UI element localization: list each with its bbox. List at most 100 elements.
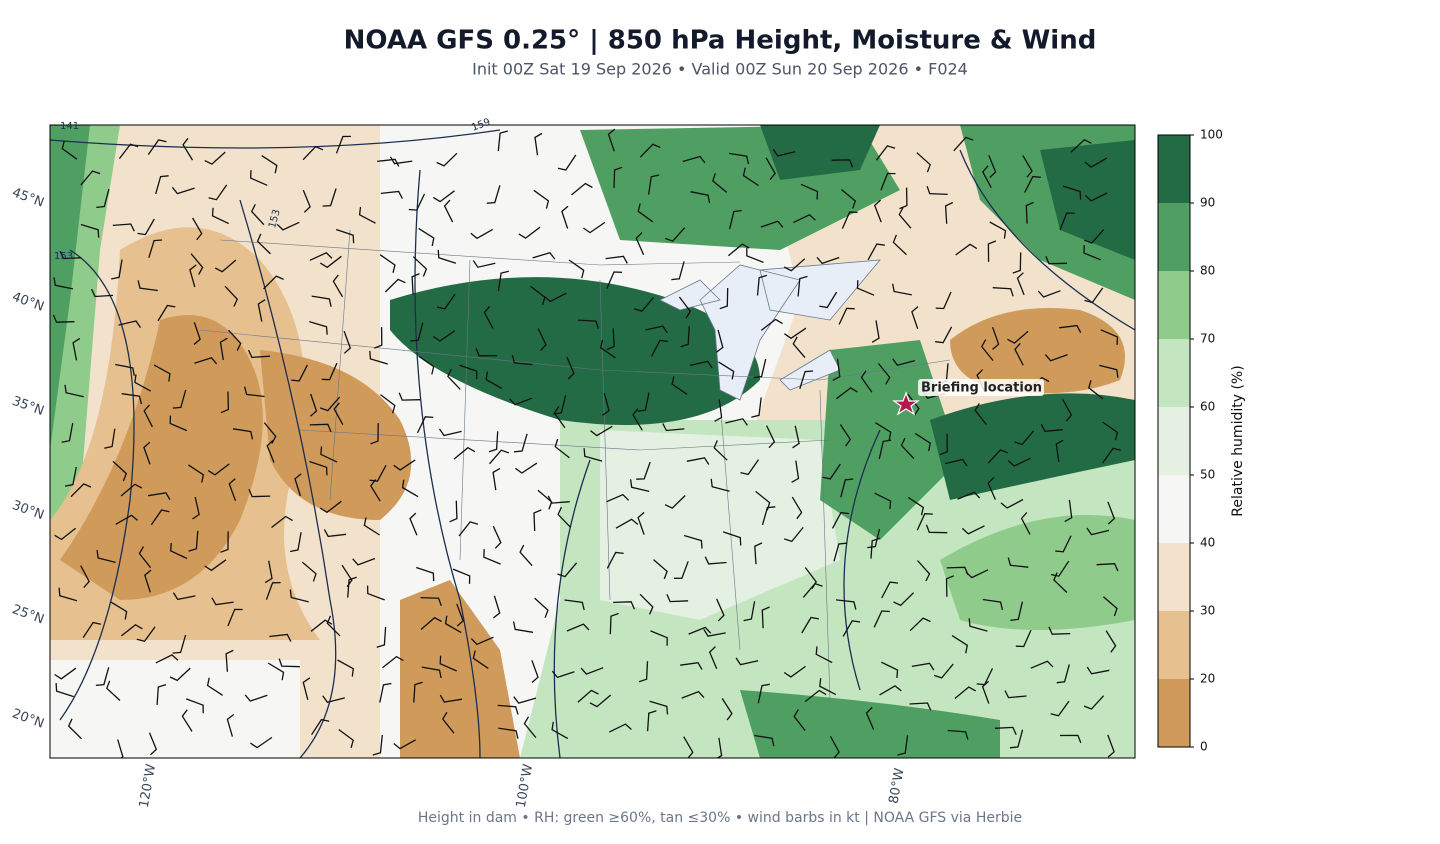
wind-barb	[728, 209, 742, 230]
wind-barb	[421, 666, 442, 679]
wind-barb	[557, 154, 577, 171]
wind-barb	[718, 361, 735, 380]
wind-barb	[257, 299, 266, 322]
wind-barb	[515, 462, 538, 474]
wind-barb	[638, 661, 649, 683]
wind-barb	[988, 155, 997, 178]
wind-barb	[1055, 439, 1064, 462]
colorbar-tick-label: 0	[1200, 740, 1208, 754]
wind-barb	[54, 667, 77, 680]
wind-barb	[498, 727, 519, 739]
wind-barb	[112, 223, 135, 232]
height-contours	[50, 129, 1135, 758]
wind-barb	[981, 339, 994, 362]
wind-barb	[716, 737, 723, 758]
wind-barb	[1022, 155, 1033, 178]
wind-barb	[512, 621, 534, 633]
wind-barb	[678, 296, 692, 319]
wind-barb	[59, 250, 82, 260]
wind-barb	[992, 287, 1014, 297]
wind-barb	[1024, 175, 1041, 193]
wind-barb	[714, 399, 723, 422]
wind-barb	[82, 621, 102, 638]
wind-barb	[1083, 695, 1105, 710]
wind-barb	[52, 314, 75, 323]
wind-barb	[957, 491, 981, 500]
wind-barb	[911, 662, 935, 671]
wind-barb	[343, 330, 352, 354]
colorbar-tick-label: 60	[1200, 400, 1215, 414]
wind-barb	[916, 513, 933, 531]
wind-barb	[513, 696, 537, 704]
wind-barb	[148, 732, 158, 756]
wind-barb	[369, 350, 388, 365]
wind-barb	[945, 575, 955, 597]
wind-barb	[974, 403, 987, 425]
wind-barb	[412, 256, 428, 277]
lat-label: 25°N	[10, 602, 46, 627]
wind-barb	[332, 274, 344, 298]
wind-barb	[534, 132, 543, 156]
contour-label: 141	[60, 121, 79, 132]
lon-label: 120°W	[137, 763, 159, 809]
wind-barb	[710, 478, 730, 492]
wind-barb	[900, 437, 915, 459]
wind-barb	[121, 393, 143, 405]
wind-barb	[583, 448, 603, 462]
wind-barb	[840, 188, 857, 209]
wind-barb	[418, 355, 435, 375]
wind-barb	[118, 320, 142, 328]
wind-barb	[170, 542, 188, 560]
wind-barb	[137, 218, 155, 236]
wind-barb	[436, 152, 458, 167]
wind-barb	[411, 273, 420, 295]
wind-barb	[370, 423, 379, 445]
wind-barb	[232, 428, 254, 440]
wind-barb	[650, 630, 668, 646]
wind-barb	[897, 735, 909, 756]
wind-barb	[673, 561, 689, 579]
wind-barb	[682, 155, 706, 164]
wind-barb	[172, 389, 187, 409]
wind-barb	[470, 636, 494, 646]
wind-barb	[492, 525, 502, 549]
wind-barb	[335, 135, 351, 154]
lat-label: 35°N	[10, 394, 46, 419]
wind-barb	[649, 700, 669, 715]
wind-barb	[352, 557, 376, 566]
colorbar-tick-label: 30	[1200, 604, 1215, 618]
wind-barb	[609, 612, 619, 635]
wind-barb	[248, 488, 271, 498]
wind-barb	[58, 587, 78, 602]
wind-barb	[1064, 499, 1073, 523]
wind-barb	[664, 495, 686, 509]
wind-barb	[389, 156, 413, 165]
wind-barb	[615, 518, 639, 529]
wind-barb	[566, 623, 590, 632]
wind-barb	[169, 667, 191, 682]
wind-barb	[607, 128, 616, 152]
wind-barb	[1062, 398, 1073, 422]
wind-barb	[856, 280, 875, 296]
wind-barb	[459, 364, 478, 380]
wind-barb	[267, 662, 285, 681]
wind-barb	[437, 249, 457, 264]
wind-barb	[873, 610, 890, 628]
wind-barb	[106, 680, 121, 701]
wind-barb	[944, 458, 968, 467]
wind-barb	[935, 326, 953, 344]
wind-barb	[829, 735, 840, 758]
wind-barb	[192, 496, 200, 520]
wind-barb	[531, 660, 539, 683]
rh-area	[50, 125, 90, 450]
wind-barb	[981, 680, 990, 704]
rh-area	[400, 580, 520, 758]
wind-barb	[309, 252, 333, 261]
colorbar-segment	[1158, 203, 1190, 271]
wind-barb	[185, 698, 204, 714]
wind-barb	[703, 628, 726, 637]
wind-barb	[1107, 501, 1116, 525]
wind-barb	[743, 601, 756, 622]
wind-barb	[728, 152, 750, 165]
wind-barb	[802, 582, 823, 598]
